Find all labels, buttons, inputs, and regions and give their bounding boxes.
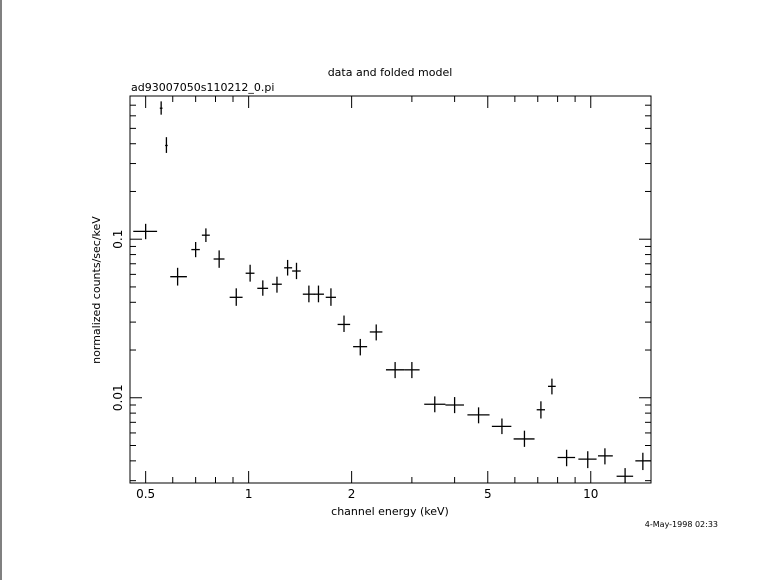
data-point <box>257 280 269 296</box>
data-point <box>369 324 383 341</box>
data-point <box>578 451 597 469</box>
y-tick-label: 0.01 <box>111 384 125 411</box>
data-points <box>133 101 651 483</box>
data-point <box>616 468 634 483</box>
x-tick-label: 1 <box>245 487 253 501</box>
data-point <box>284 259 293 276</box>
x-tick-label: 5 <box>484 487 492 501</box>
data-point <box>353 338 368 356</box>
data-point <box>229 288 243 306</box>
data-point <box>245 264 255 282</box>
axis-tick-labels: 0.5 1 2 5 10 0.01 0.1 <box>111 230 598 501</box>
data-point <box>170 267 187 286</box>
data-point <box>337 315 351 332</box>
data-point <box>491 418 512 435</box>
data-point <box>159 101 163 115</box>
y-tick-label: 0.1 <box>111 230 125 249</box>
x-axis-label: channel energy (keV) <box>331 505 449 518</box>
data-point <box>467 407 490 424</box>
data-point <box>513 430 535 447</box>
data-point <box>598 448 613 465</box>
data-point <box>385 362 405 379</box>
data-point <box>302 285 315 303</box>
plot-frame <box>129 95 652 484</box>
x-tick-label: 10 <box>583 487 598 501</box>
data-point <box>213 250 225 268</box>
chart-title: data and folded model <box>328 66 453 79</box>
data-point <box>201 228 210 243</box>
data-point <box>548 378 556 395</box>
data-point <box>325 288 336 306</box>
data-point <box>557 449 576 467</box>
data-point <box>313 285 324 303</box>
chart-subtitle: ad93007050s110212_0.pi <box>131 81 274 94</box>
data-point <box>133 223 158 240</box>
data-point <box>536 401 546 419</box>
data-point <box>445 397 464 414</box>
timestamp: 4-May-1998 02:33 <box>645 520 718 529</box>
data-point <box>292 262 301 280</box>
data-point <box>191 242 200 258</box>
data-point <box>404 362 420 379</box>
x-tick-label: 2 <box>348 487 356 501</box>
data-point <box>271 276 282 293</box>
y-axis-label: normalized counts/sec/keV <box>90 216 103 364</box>
data-point <box>635 452 651 471</box>
axis-ticks <box>130 95 651 483</box>
data-point <box>424 396 446 413</box>
x-tick-label: 0.5 <box>136 487 155 501</box>
data-point <box>165 137 168 153</box>
